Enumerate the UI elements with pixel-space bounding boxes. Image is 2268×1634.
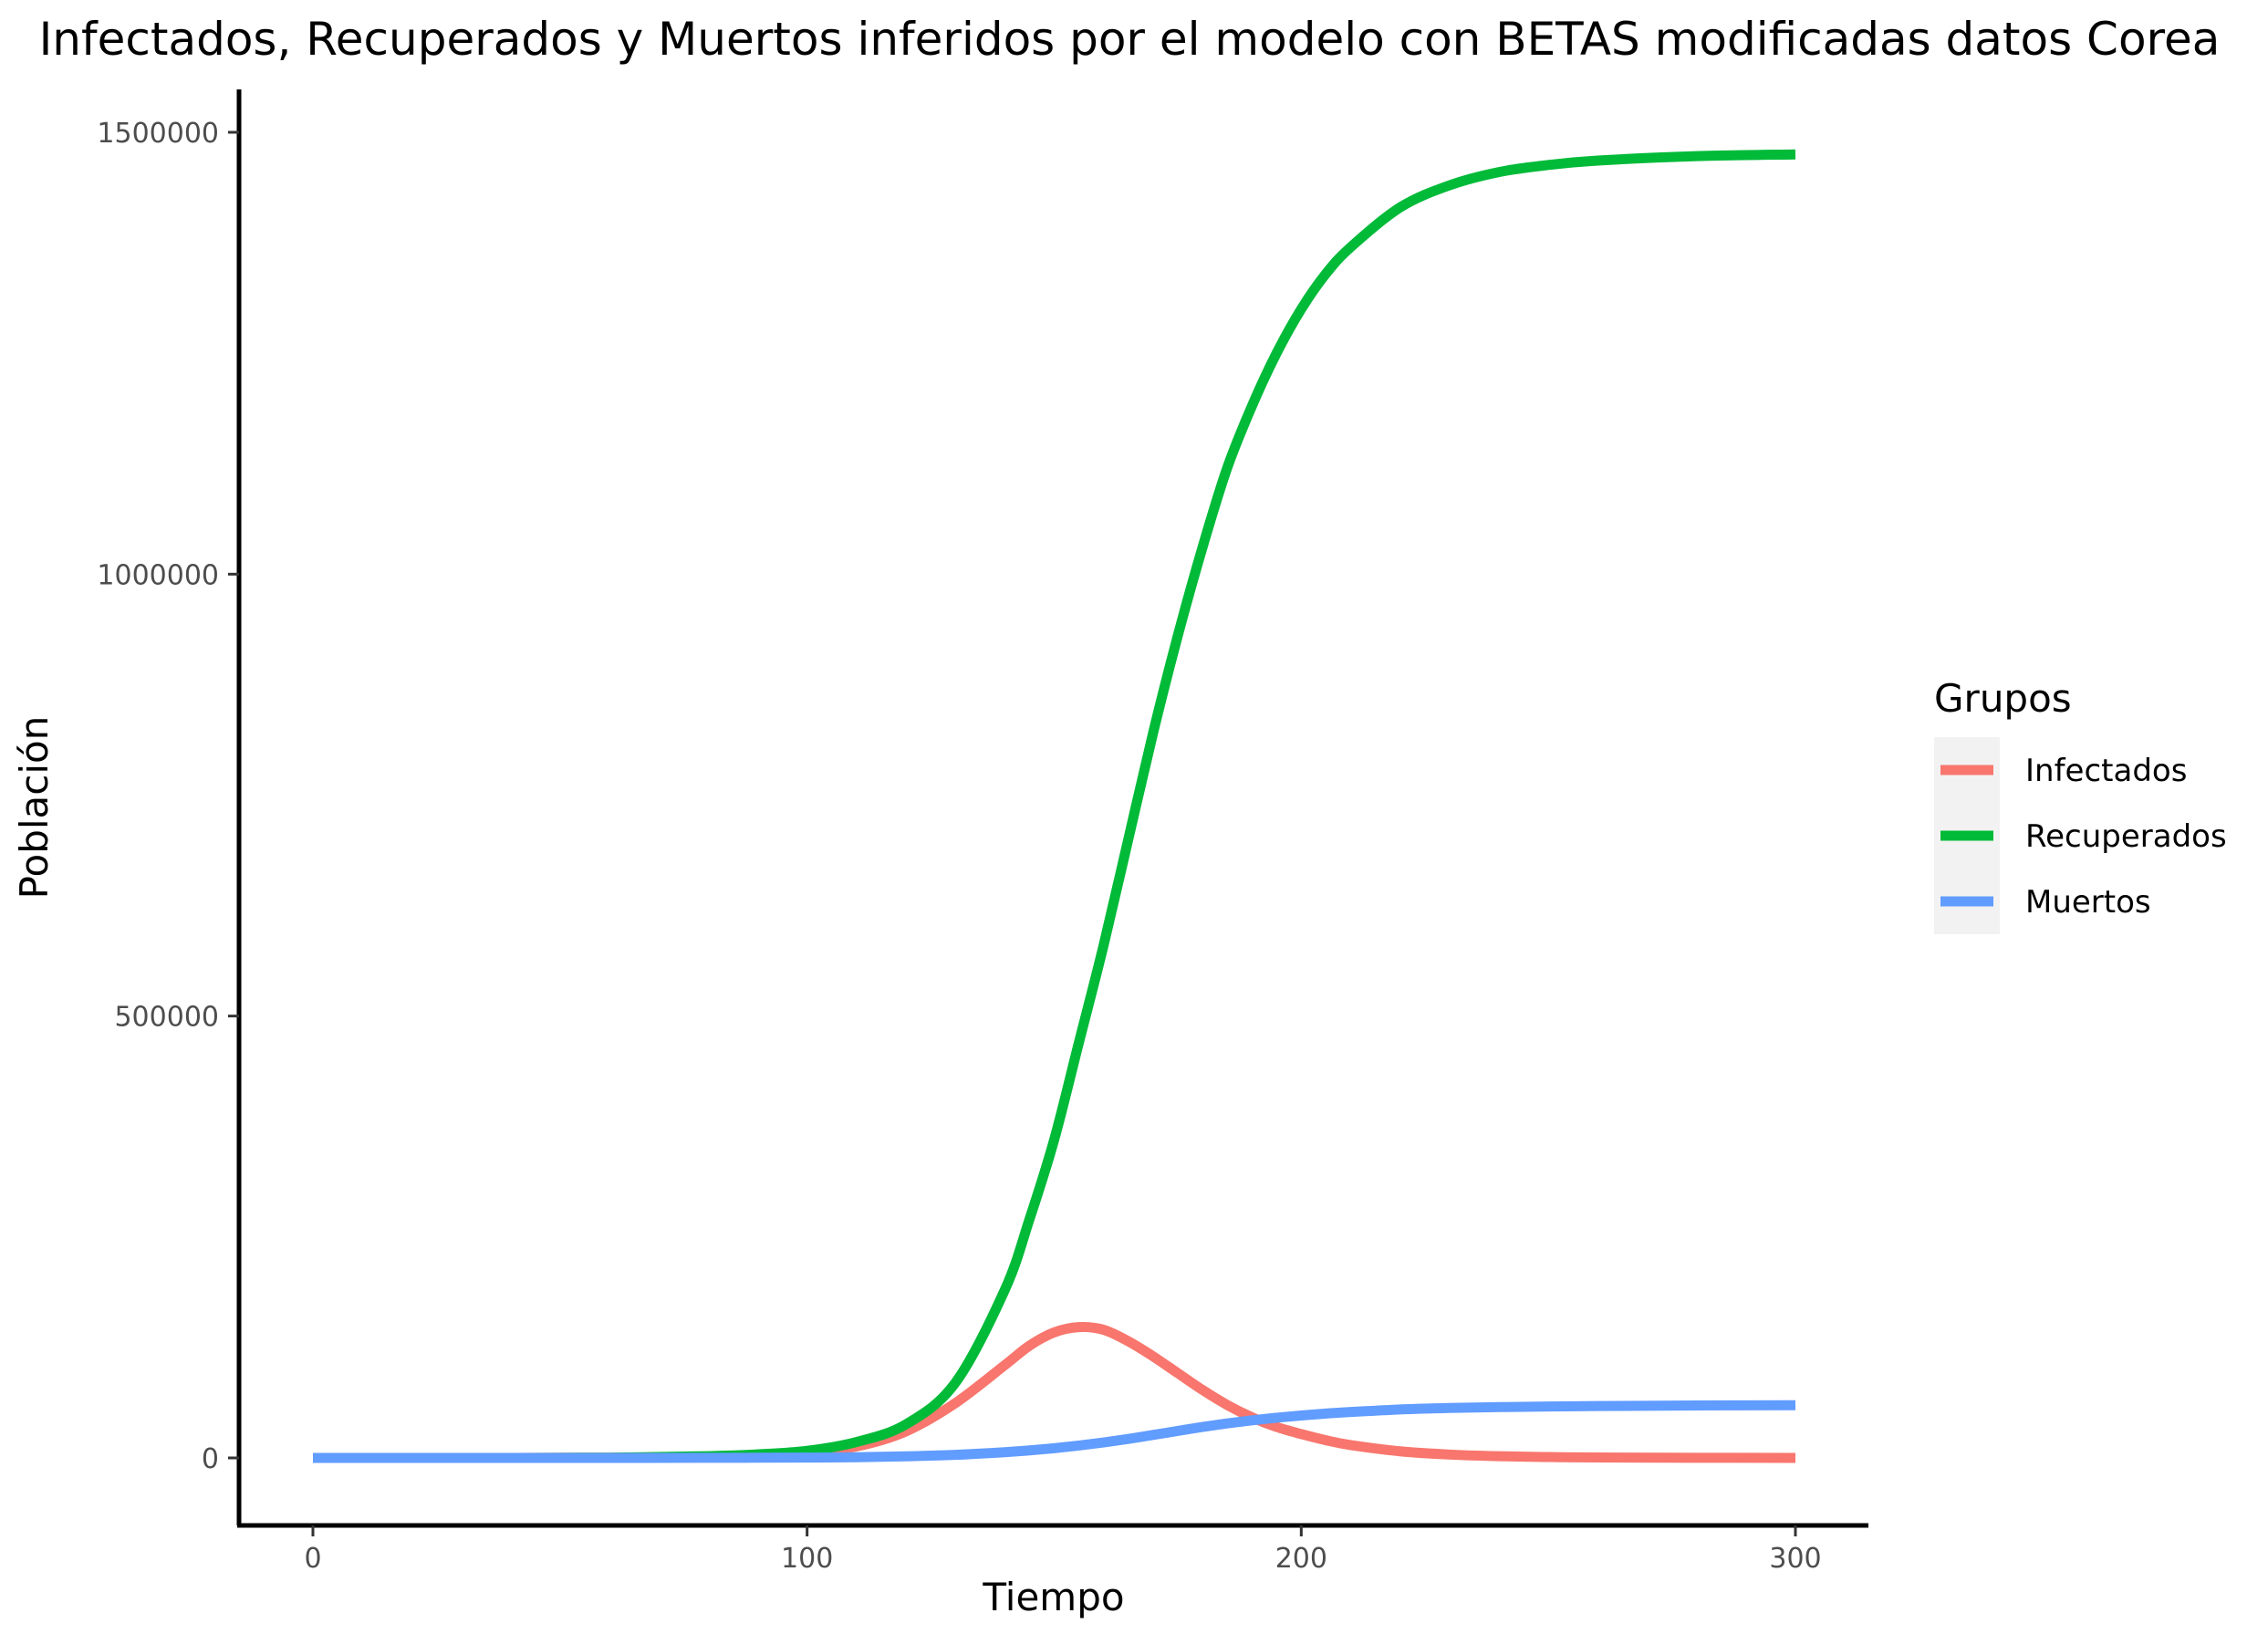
legend: Grupos Infectados Recuperados Muertos [1934, 676, 2227, 934]
x-axis-title: Tiempo [982, 1575, 1124, 1619]
legend-label-infectados: Infectados [2025, 753, 2187, 789]
chart-title: Infectados, Recuperados y Muertos inferi… [39, 13, 2221, 66]
y-axis-title: Población [12, 716, 57, 900]
y-tick-label: 0 [202, 1443, 219, 1475]
series-line-recuperados [312, 149, 1796, 1463]
y-tick-label: 1500000 [97, 118, 219, 150]
x-tick-label: 200 [1275, 1543, 1327, 1575]
y-tick-label: 1000000 [97, 559, 219, 591]
legend-label-muertos: Muertos [2025, 884, 2151, 921]
x-tick-label: 300 [1769, 1543, 1821, 1575]
series-line-muertos [312, 1400, 1796, 1463]
series-lines [312, 149, 1796, 1463]
x-tick-label: 100 [781, 1543, 833, 1575]
series-line-infectados [312, 1322, 1796, 1463]
y-axis-ticks: 0 500000 1000000 1500000 [97, 118, 239, 1475]
legend-label-recuperados: Recuperados [2025, 818, 2227, 855]
x-tick-label: 0 [304, 1543, 321, 1575]
x-axis-ticks: 0 100 200 300 [304, 1525, 1822, 1575]
y-tick-label: 500000 [114, 1002, 219, 1034]
legend-title: Grupos [1934, 676, 2072, 721]
